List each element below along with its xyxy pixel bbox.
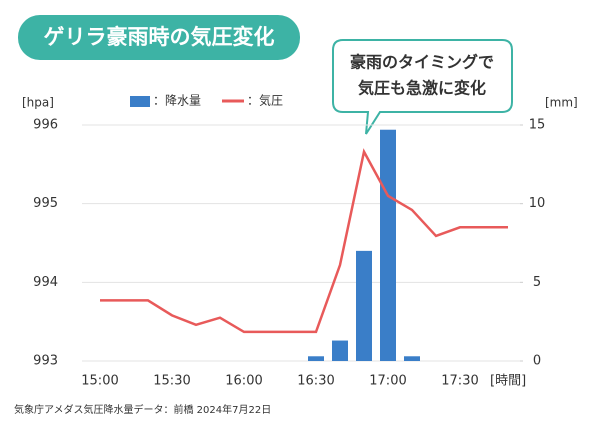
y2-axis-label: [mm] (545, 96, 578, 110)
x-axis-label: [時間] (490, 374, 526, 389)
bar (332, 340, 348, 361)
callout-text: 気圧も急激に変化 (358, 79, 486, 98)
bar (356, 250, 372, 361)
legend-swatch (130, 96, 150, 107)
title-box (18, 15, 300, 60)
y-tick-label: 995 (33, 196, 58, 211)
source: 気象庁アメダス気圧降水量データ：前橋 2024年7月22日 (14, 403, 271, 416)
x-tick-label: 17:30 (441, 374, 478, 389)
x-tick-label: 17:00 (369, 374, 406, 389)
y2-tick-label: 0 (533, 354, 541, 369)
bar (308, 356, 324, 361)
chart-title: ゲリラ豪雨時の気圧変化 (44, 25, 275, 49)
y2-tick-label: 15 (529, 118, 546, 133)
callout-text: 豪雨のタイミングで (350, 53, 494, 72)
legend-label: ：気圧 (247, 93, 283, 108)
y2-tick-label: 10 (529, 196, 546, 211)
x-tick-label: 15:30 (153, 374, 190, 389)
y-tick-label: 996 (33, 118, 58, 133)
line (100, 148, 508, 334)
callout (332, 39, 513, 135)
bar (404, 356, 420, 361)
bar (380, 129, 396, 361)
legend-label: ：降水量 (153, 94, 201, 108)
x-tick-label: 16:30 (297, 374, 334, 389)
x-tick-label: 15:00 (81, 374, 118, 389)
y-tick-label: 993 (33, 354, 58, 369)
y-tick-label: 994 (33, 275, 58, 290)
y2-tick-label: 5 (533, 275, 541, 290)
y-axis-label: [hpa] (22, 96, 54, 110)
x-tick-label: 16:00 (225, 374, 262, 389)
